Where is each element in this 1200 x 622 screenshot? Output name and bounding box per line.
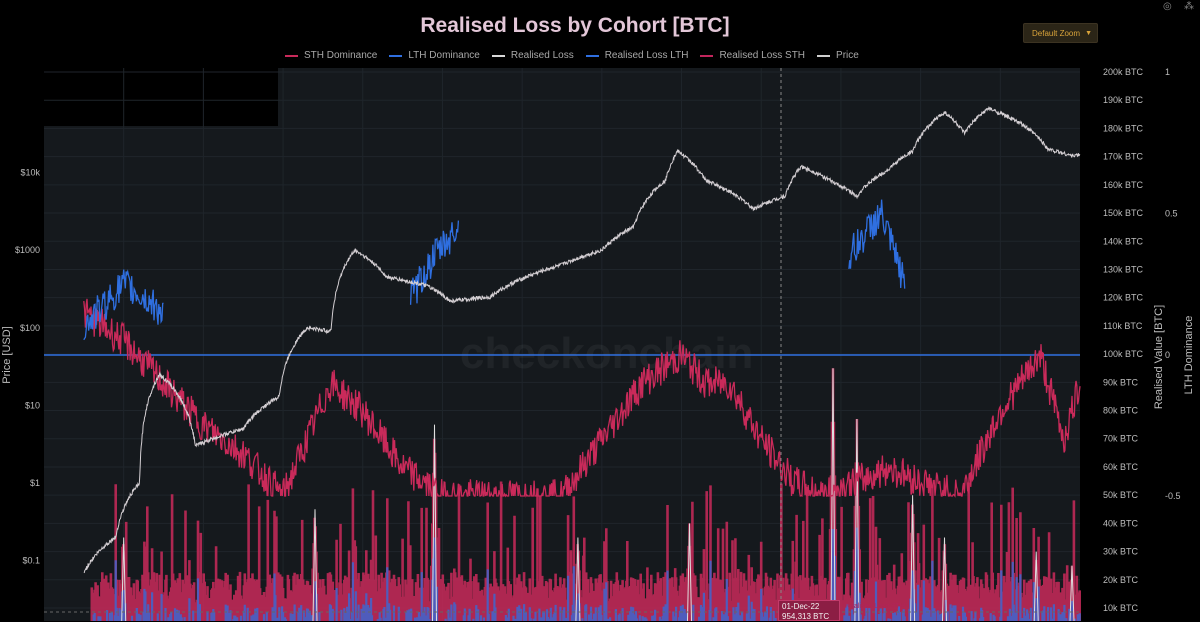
- camera-icon[interactable]: ◎: [1163, 1, 1172, 12]
- legend-swatch: [285, 54, 298, 57]
- right-axis-ticks: 200k BTC 190k BTC 180k BTC 170k BTC 160k BTC…: [1103, 67, 1144, 613]
- chevron-down-icon: ▼: [1085, 30, 1092, 37]
- right-tick-label: 10k BTC: [1103, 603, 1139, 613]
- legend-label: Price: [836, 50, 859, 61]
- right-tick-label: 70k BTC: [1103, 434, 1139, 444]
- legend-swatch: [700, 54, 714, 57]
- series-lines: [44, 105, 1081, 574]
- tooltip-date: 01-Dec-22: [782, 602, 820, 611]
- legend-label: Realised Loss: [510, 50, 574, 61]
- right-axis-title: Realised Value [BTC]: [1153, 305, 1165, 409]
- legend: STH Dominance LTH Dominance Realised Loss R…: [285, 50, 859, 61]
- tooltip-series-name: Realised Loss STH: [845, 603, 905, 610]
- right-tick-label: 40k BTC: [1103, 518, 1139, 528]
- left-tick-label: $10: [25, 400, 40, 410]
- series-realised-loss: [121, 368, 1075, 621]
- legend-item-realised-loss-lth[interactable]: Realised Loss LTH: [585, 50, 689, 61]
- right-tick-label: 150k BTC: [1103, 208, 1144, 218]
- plotly-logo-icon[interactable]: ⁂: [1184, 1, 1194, 12]
- right-tick-label: 140k BTC: [1103, 236, 1144, 246]
- right-tick-label: 180k BTC: [1103, 123, 1144, 133]
- gridlines: [44, 68, 1080, 621]
- series-price: [83, 105, 1081, 574]
- right-tick-label: 90k BTC: [1103, 377, 1139, 387]
- far-right-tick-label: 0.5: [1165, 209, 1178, 219]
- left-axis-ticks: $10k $1000 $100 $10 $1 $0.1: [15, 168, 41, 566]
- right-tick-label: 60k BTC: [1103, 462, 1139, 472]
- legend-swatch: [817, 54, 831, 57]
- left-axis-title: Price [USD]: [1, 326, 13, 383]
- right-tick-label: 100k BTC: [1103, 349, 1144, 359]
- series-lth-dominance: [409, 220, 460, 305]
- left-tick-label: $0.1: [22, 556, 40, 566]
- chart-title: Realised Loss by Cohort [BTC]: [420, 14, 730, 37]
- legend-item-sth-dominance[interactable]: STH Dominance: [285, 50, 377, 61]
- right-tick-label: 200k BTC: [1103, 67, 1144, 77]
- legend-swatch: [585, 54, 599, 57]
- series-sth-dominance: [83, 298, 1081, 499]
- legend-item-realised-loss-sth[interactable]: Realised Loss STH: [700, 50, 805, 61]
- far-right-axis-ticks: 1 0.5 0 -0.5: [1165, 67, 1181, 501]
- right-tick-label: 160k BTC: [1103, 180, 1144, 190]
- right-tick-label: 50k BTC: [1103, 490, 1139, 500]
- far-right-tick-label: -0.5: [1165, 491, 1181, 501]
- far-right-tick-label: 1: [1165, 67, 1170, 77]
- far-right-axis-title: LTH Dominance: [1183, 316, 1195, 395]
- series-lth-dominance: [848, 199, 906, 289]
- watermark: checkonchain: [460, 329, 753, 378]
- legend-swatch: [491, 54, 505, 57]
- left-tick-label: $10k: [20, 168, 40, 178]
- zoom-label: Default Zoom: [1032, 29, 1081, 38]
- realised-loss-fills: [90, 368, 1081, 621]
- right-tick-label: 190k BTC: [1103, 95, 1144, 105]
- left-tick-label: $1: [30, 478, 40, 488]
- right-tick-label: 30k BTC: [1103, 547, 1139, 557]
- legend-item-price[interactable]: Price: [817, 50, 859, 61]
- legend-item-lth-dominance[interactable]: LTH Dominance: [389, 50, 480, 61]
- default-zoom-dropdown[interactable]: Default Zoom ▼: [1023, 23, 1098, 43]
- far-right-tick-label: 0: [1165, 350, 1170, 360]
- right-tick-label: 20k BTC: [1103, 575, 1139, 585]
- legend-label: STH Dominance: [304, 50, 378, 61]
- series-lth-dominance: [83, 269, 164, 341]
- tooltip-value: 954,313 BTC: [782, 612, 830, 621]
- legend-label: Realised Loss STH: [719, 50, 806, 61]
- left-tick-label: $1000: [15, 245, 40, 255]
- right-tick-label: 120k BTC: [1103, 293, 1144, 303]
- right-tick-label: 170k BTC: [1103, 152, 1144, 162]
- legend-label: Realised Loss LTH: [604, 50, 689, 61]
- right-tick-label: 80k BTC: [1103, 406, 1139, 416]
- right-tick-label: 110k BTC: [1103, 321, 1143, 331]
- right-tick-label: 130k BTC: [1103, 264, 1144, 274]
- legend-item-realised-loss[interactable]: Realised Loss: [491, 50, 574, 61]
- left-tick-label: $100: [20, 323, 40, 333]
- legend-label: LTH Dominance: [408, 50, 480, 61]
- hover-tooltip: 01-Dec-22 954,313 BTC: [778, 600, 840, 621]
- legend-swatch: [389, 54, 403, 57]
